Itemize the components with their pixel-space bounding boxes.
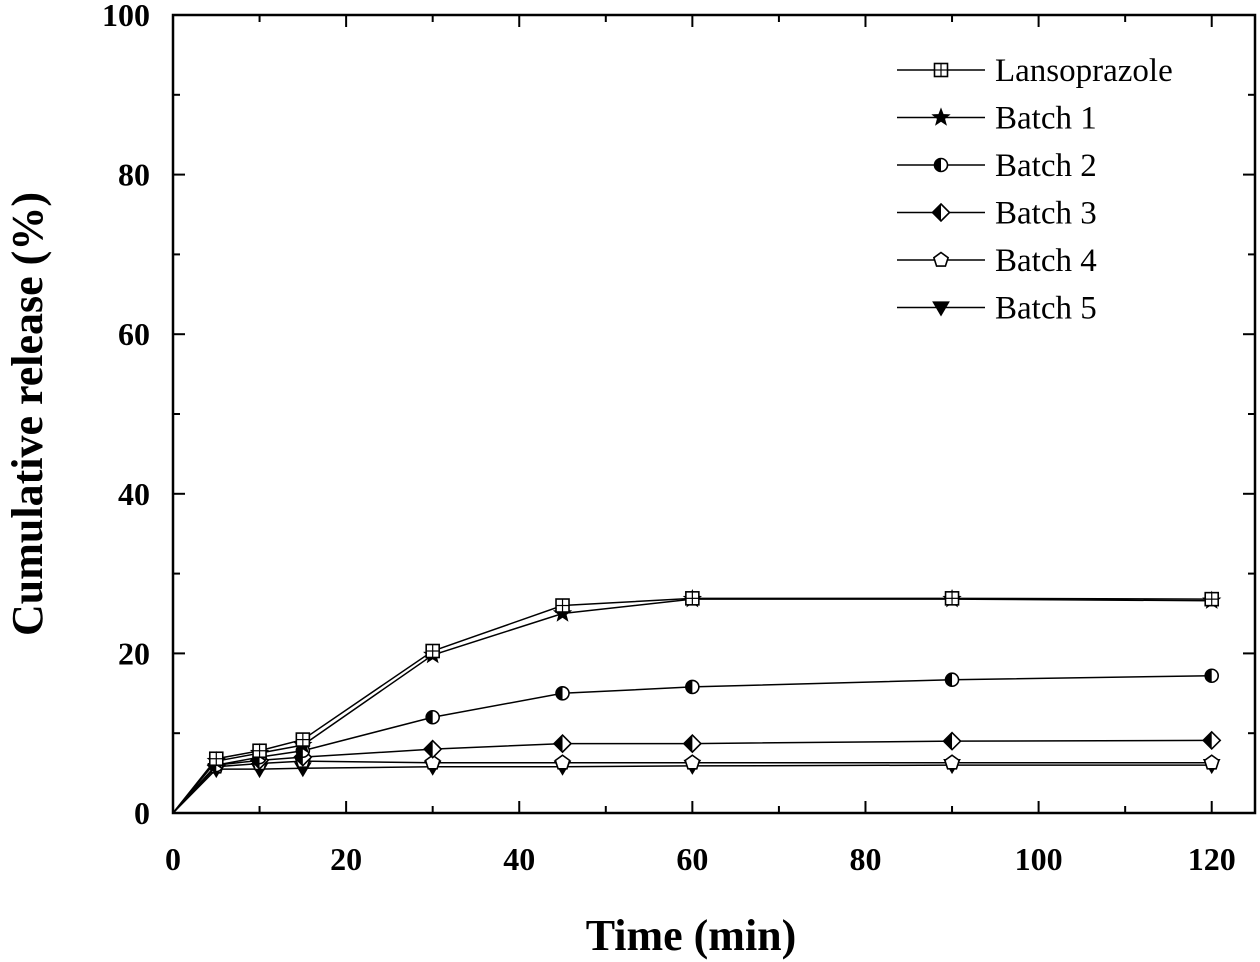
y-tick-label: 60 bbox=[118, 316, 150, 352]
series-line bbox=[173, 598, 1212, 813]
legend-item: Batch 4 bbox=[897, 243, 1097, 279]
series-lines bbox=[173, 598, 1212, 813]
data-point bbox=[946, 592, 959, 605]
legend-item: Batch 5 bbox=[897, 291, 1097, 327]
data-point bbox=[946, 673, 959, 686]
data-point bbox=[556, 599, 569, 612]
legend-item: Batch 3 bbox=[897, 196, 1097, 232]
data-point bbox=[1203, 732, 1220, 749]
x-tick-label: 20 bbox=[330, 841, 362, 877]
legend-label: Lansoprazole bbox=[995, 53, 1173, 89]
data-point bbox=[1205, 669, 1218, 682]
data-point bbox=[933, 302, 949, 316]
y-tick-label: 80 bbox=[118, 157, 150, 193]
data-point bbox=[945, 755, 959, 769]
data-point bbox=[932, 109, 949, 125]
x-axis-title: Time (min) bbox=[586, 911, 797, 960]
data-point bbox=[935, 64, 948, 77]
data-point bbox=[935, 159, 948, 172]
y-tick-label: 40 bbox=[118, 476, 150, 512]
data-point bbox=[424, 741, 441, 758]
legend-label: Batch 5 bbox=[995, 291, 1097, 327]
x-tick-label: 120 bbox=[1188, 841, 1236, 877]
legend-item: Lansoprazole bbox=[897, 53, 1173, 89]
x-tick-label: 0 bbox=[165, 841, 181, 877]
data-point bbox=[944, 733, 961, 750]
data-point bbox=[555, 755, 569, 769]
data-point bbox=[686, 680, 699, 693]
x-tick-label: 60 bbox=[676, 841, 708, 877]
y-tick-label: 0 bbox=[134, 795, 150, 831]
y-tick-label: 20 bbox=[118, 635, 150, 671]
data-point bbox=[685, 755, 699, 769]
data-point bbox=[934, 253, 948, 267]
data-point bbox=[426, 711, 439, 724]
data-point bbox=[933, 204, 950, 221]
legend-label: Batch 1 bbox=[995, 101, 1097, 137]
series-markers bbox=[208, 590, 1221, 777]
data-point bbox=[426, 645, 439, 658]
legend: Lansoprazole Batch 1 Batch 2 Batch 3 Batch 4… bbox=[897, 53, 1173, 327]
x-tick-label: 80 bbox=[849, 841, 881, 877]
y-axis-title: Cumulative release (%) bbox=[3, 192, 52, 636]
legend-item: Batch 1 bbox=[897, 101, 1097, 137]
data-point bbox=[554, 735, 571, 752]
legend-label: Batch 2 bbox=[995, 148, 1097, 184]
data-point bbox=[684, 735, 701, 752]
data-point bbox=[296, 733, 309, 746]
x-tick-label: 100 bbox=[1015, 841, 1063, 877]
legend-label: Batch 4 bbox=[995, 243, 1097, 279]
data-point bbox=[1205, 755, 1219, 769]
data-point bbox=[210, 752, 223, 765]
data-point bbox=[686, 592, 699, 605]
x-tick-label: 40 bbox=[503, 841, 535, 877]
data-point bbox=[253, 744, 266, 757]
legend-item: Batch 2 bbox=[897, 148, 1097, 184]
data-point bbox=[556, 687, 569, 700]
y-tick-label: 100 bbox=[102, 0, 150, 33]
series-line bbox=[173, 599, 1212, 813]
data-point bbox=[1205, 593, 1218, 606]
legend-label: Batch 3 bbox=[995, 196, 1097, 232]
